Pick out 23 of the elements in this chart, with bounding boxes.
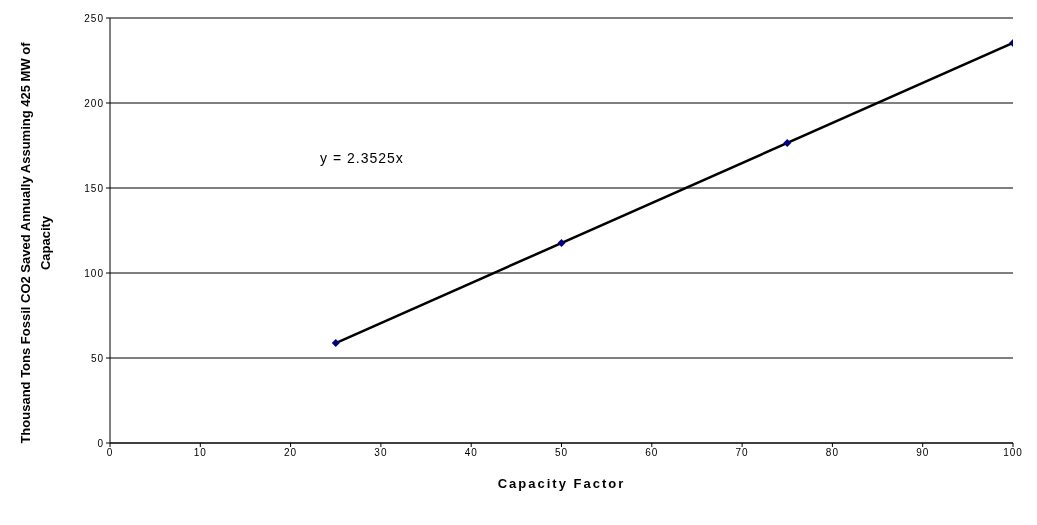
x-tick-label: 50 (554, 447, 569, 459)
point (783, 139, 792, 148)
x-tick-label: 100 (1003, 447, 1023, 459)
y-tick-label: 150 (84, 182, 104, 194)
x-tick-label: 60 (645, 447, 659, 459)
y-tick-label: 100 (84, 267, 104, 279)
y-tick-label: 250 (84, 12, 104, 24)
annotation: y = 2.3525x (320, 150, 404, 166)
x-axis-title: Capacity Factor (497, 476, 626, 491)
y-tick-label: 50 (90, 352, 104, 364)
x-tick-label: 30 (374, 447, 388, 459)
x-tick-label: 40 (464, 447, 478, 459)
x-tick-label: 20 (284, 447, 298, 459)
x-tick-label: 10 (193, 447, 207, 459)
y-tick-label: 0 (97, 437, 104, 449)
y-axis-title: Thousand Tons Fossil CO2 Saved Annually Assuming 425 MW of Capacity (17, 41, 54, 446)
x-tick-label: 90 (916, 447, 930, 459)
x-tick-label: 0 (106, 447, 114, 459)
point (331, 339, 340, 348)
y-tick-label: 200 (84, 97, 104, 109)
x-tick-label: 80 (825, 447, 839, 459)
x-tick-label: 70 (735, 447, 749, 459)
point (557, 239, 566, 248)
